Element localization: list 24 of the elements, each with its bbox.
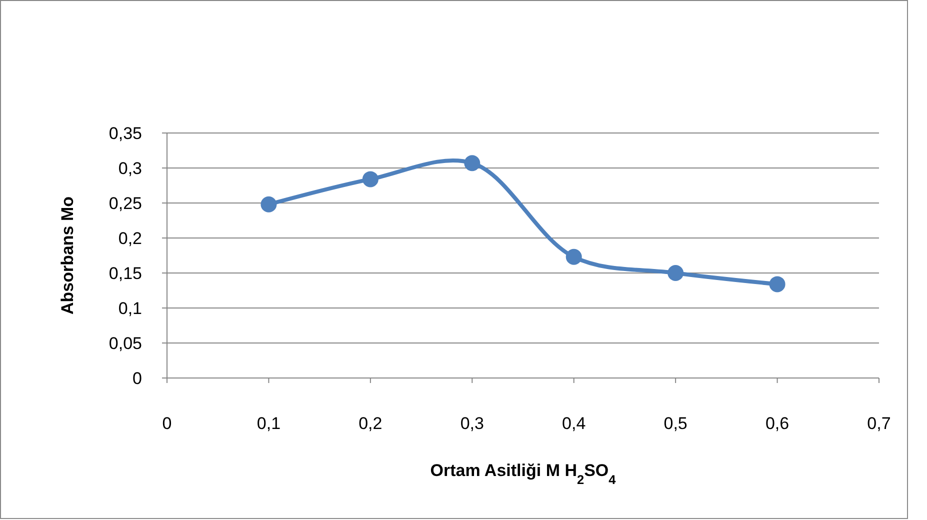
point: [464, 155, 480, 172]
point: [769, 276, 786, 292]
y-axis-title: Absorbans Mo: [58, 196, 77, 315]
x-axis-title: Ortam Asitliği M H$_{2}$SO$_{4}$: [430, 461, 617, 486]
point: [260, 196, 277, 212]
x-tick-label: 0,6: [765, 414, 790, 433]
y-tick-label: 0: [132, 368, 142, 388]
x-tick-label: 0: [162, 414, 172, 433]
y-tick-label: 0,3: [118, 158, 142, 178]
x-tick-label: 0,5: [664, 414, 688, 433]
y-tick-label: 0,15: [108, 264, 142, 283]
x-tick-label: 0,3: [460, 414, 484, 433]
x-tick-label: 0,2: [358, 414, 382, 433]
y-tick-label: 0,25: [108, 194, 142, 213]
y-tick-label: 0,35: [108, 124, 142, 143]
y-tick-label: 0,1: [118, 298, 142, 318]
x-tick-label: 0,1: [256, 414, 281, 433]
x-tick-label: 0,4: [562, 414, 586, 433]
y-tick-label: 0,2: [118, 228, 142, 248]
x-tick-label: 0,7: [867, 414, 891, 433]
point: [362, 171, 378, 188]
point: [668, 265, 684, 281]
y-tick-label: 0,05: [108, 334, 142, 353]
point: [566, 248, 582, 265]
